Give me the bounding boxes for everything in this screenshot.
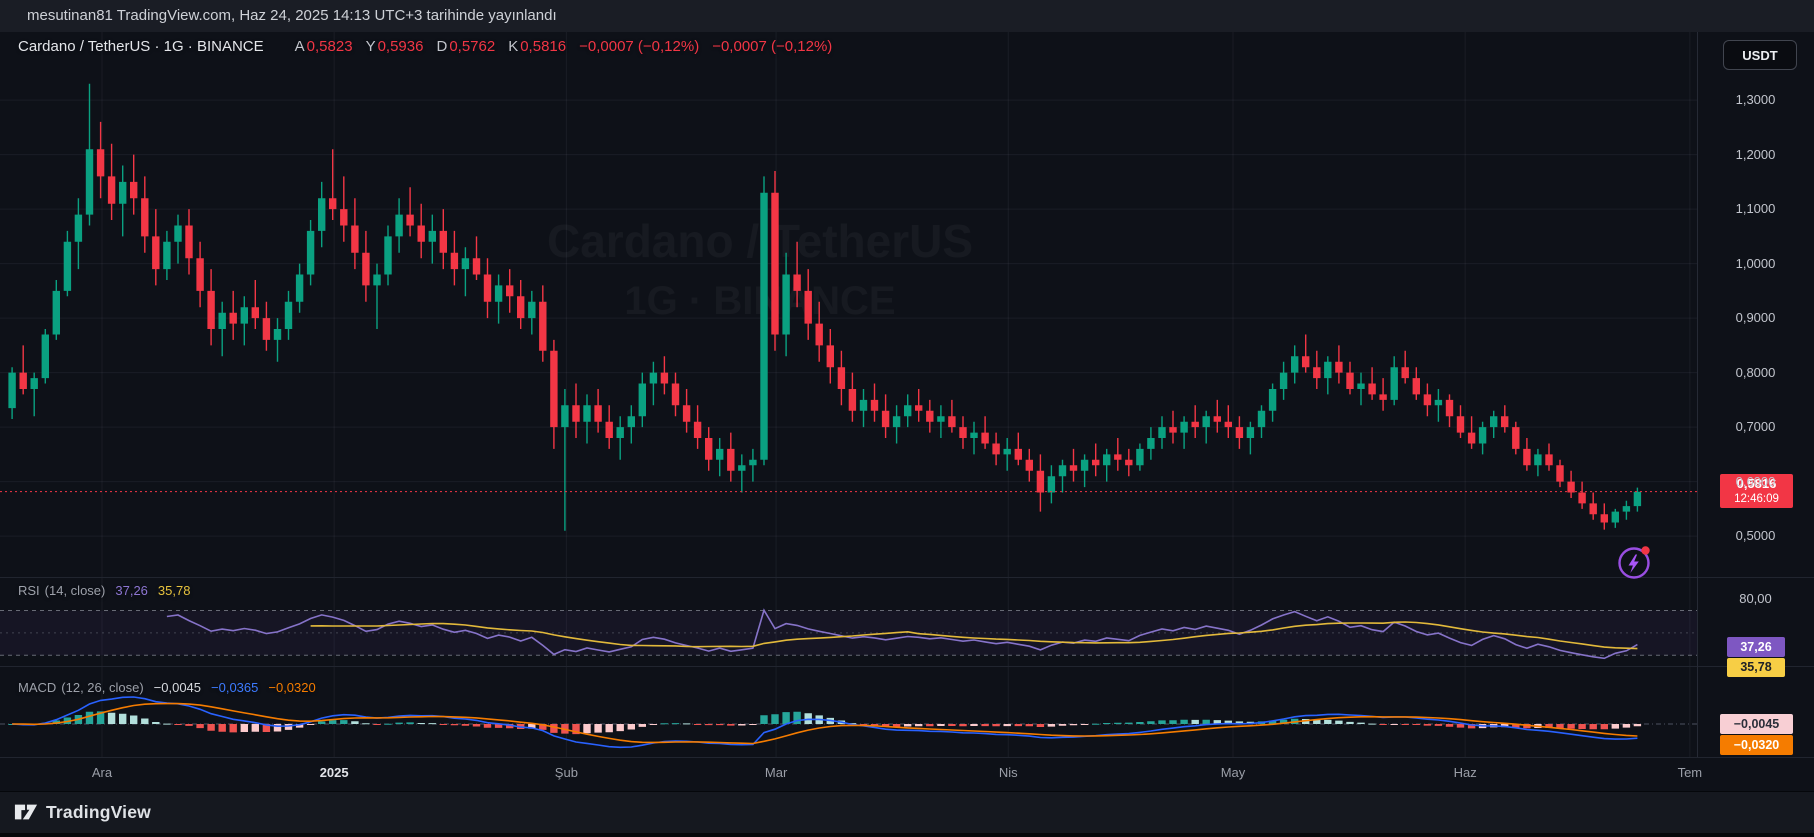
footer-bar: TradingView bbox=[0, 791, 1814, 837]
tradingview-logo-icon bbox=[14, 804, 38, 820]
change-value-secondary: −0,0007 (−0,12%) bbox=[712, 38, 833, 55]
high-label: Y bbox=[365, 38, 376, 55]
low-value: 0,5762 bbox=[449, 38, 496, 55]
macd-signal-line bbox=[12, 702, 1638, 745]
macd-hist-value: −0,0045 bbox=[153, 680, 202, 695]
macd-line-value: −0,0365 bbox=[211, 680, 259, 695]
close-label: K bbox=[508, 38, 519, 55]
price-tick-label: 0,6000 bbox=[1735, 473, 1776, 489]
symbol-title[interactable]: Cardano / TetherUS · 1G · BINANCE bbox=[18, 38, 264, 55]
published-watermark-text: mesutinan81 TradingView.com, Haz 24, 202… bbox=[27, 7, 557, 24]
price-tick-label: 0,5000 bbox=[1735, 528, 1776, 544]
time-axis-label: Şub bbox=[554, 765, 578, 780]
time-axis-label: Mar bbox=[764, 765, 788, 780]
quick-trade-flash-button[interactable] bbox=[1614, 542, 1654, 582]
macd-hist-neg bbox=[19, 724, 1608, 735]
published-watermark-bar: mesutinan81 TradingView.com, Haz 24, 202… bbox=[0, 0, 1814, 32]
rsi-title[interactable]: RSI bbox=[18, 583, 40, 598]
high-value: 0,5936 bbox=[377, 38, 424, 55]
price-pane-canvas[interactable]: Cardano / TetherUS 1G · BINANCE bbox=[0, 32, 1697, 577]
pane-separator-macd[interactable] bbox=[0, 666, 1814, 667]
open-label: A bbox=[294, 38, 305, 55]
rsi-scale-label: 80,00 bbox=[1739, 591, 1772, 607]
change-value: −0,0007 (−0,12%) bbox=[579, 38, 700, 55]
chart-area: Cardano / TetherUS 1G · BINANCE Cardano /… bbox=[0, 32, 1814, 791]
macd-header: MACD (12, 26, close) −0,0045 −0,0365 −0,… bbox=[18, 680, 316, 695]
pane-separator-rsi[interactable] bbox=[0, 577, 1814, 578]
rsi-value: 37,26 bbox=[115, 583, 148, 598]
macd-signal-value: −0,0320 bbox=[268, 680, 316, 695]
time-axis-label: May bbox=[1220, 765, 1246, 780]
symbol-header: Cardano / TetherUS · 1G · BINANCE A 0,582… bbox=[18, 38, 832, 55]
price-tick-label: 1,1000 bbox=[1735, 201, 1776, 217]
price-tick-label: 1,0000 bbox=[1735, 255, 1776, 271]
bar-countdown: 12:46:09 bbox=[1734, 492, 1779, 505]
rsi-pane-canvas[interactable] bbox=[0, 577, 1697, 666]
rsi-ma-value: 35,78 bbox=[157, 583, 191, 598]
price-tick-label: 0,7000 bbox=[1735, 419, 1776, 435]
candle-wicks-down bbox=[22, 121, 1605, 530]
price-tick-label: 0,9000 bbox=[1735, 310, 1776, 326]
price-axis[interactable]: USDT 80,00 0,5816 12:46:09 37,26 35,78 −… bbox=[1697, 32, 1814, 791]
current-price-badge: 0,5816 12:46:09 bbox=[1720, 473, 1793, 508]
flash-icon bbox=[1618, 546, 1650, 579]
rsi-value-badge: 37,26 bbox=[1727, 637, 1785, 658]
rsi-band bbox=[0, 610, 1697, 656]
rsi-header: RSI (14, close) 37,26 35,78 bbox=[18, 583, 190, 598]
time-axis-label: Ara bbox=[91, 765, 113, 780]
price-tick-label: 0,8000 bbox=[1735, 364, 1776, 380]
time-axis-label: Tem bbox=[1677, 765, 1703, 780]
current-price-value: 0,5816 bbox=[1736, 475, 1777, 491]
macd-hist-pos bbox=[8, 711, 1299, 725]
time-axis-label: Nis bbox=[998, 765, 1018, 780]
close-value: 0,5816 bbox=[520, 38, 567, 55]
time-axis[interactable]: Ara 2025 Şub Mar Nis May Haz Tem bbox=[0, 757, 1702, 791]
candle-bodies-up bbox=[8, 149, 1642, 523]
time-axis-label: Haz bbox=[1453, 765, 1477, 780]
rsi-ma-value-badge: 35,78 bbox=[1727, 658, 1785, 678]
macd-hist-badge: −0,0045 bbox=[1720, 714, 1793, 734]
currency-toggle-button[interactable]: USDT bbox=[1723, 40, 1797, 70]
macd-params: (12, 26, close) bbox=[61, 680, 144, 695]
symbol-watermark: Cardano / TetherUS bbox=[547, 215, 973, 267]
price-tick-label: 1,3000 bbox=[1735, 92, 1776, 108]
symbol-watermark: 1G · BINANCE bbox=[624, 279, 895, 323]
time-axis-border bbox=[0, 757, 1814, 758]
macd-title[interactable]: MACD bbox=[18, 680, 57, 695]
tradingview-brand-text: TradingView bbox=[46, 801, 151, 822]
price-tick-label: 1,2000 bbox=[1735, 146, 1776, 162]
price-axis-border bbox=[1697, 32, 1698, 757]
time-axis-label: 2025 bbox=[319, 765, 349, 780]
rsi-ma-line bbox=[310, 621, 1638, 650]
tradingview-logo-link[interactable]: TradingView bbox=[13, 800, 151, 824]
macd-line bbox=[12, 696, 1638, 749]
macd-pane-canvas[interactable] bbox=[0, 666, 1697, 757]
candle-bodies-down bbox=[19, 149, 1608, 523]
macd-signal-badge: −0,0320 bbox=[1720, 735, 1793, 755]
low-label: D bbox=[436, 38, 448, 55]
open-value: 0,5823 bbox=[306, 38, 353, 55]
rsi-params: (14, close) bbox=[44, 583, 106, 598]
